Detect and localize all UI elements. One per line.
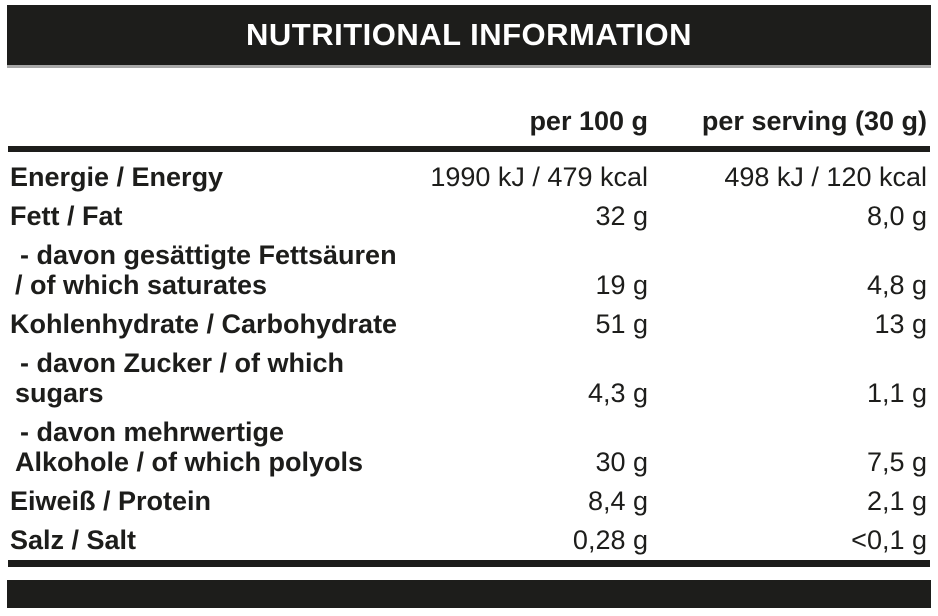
column-header-per-100g: per 100 g <box>529 106 648 136</box>
row-label: Energie / Energy <box>8 162 423 192</box>
row-value-per-100g: 30 g <box>595 447 648 477</box>
row-value-per-100g: 1990 kJ / 479 kcal <box>430 162 648 192</box>
footer-bar <box>7 580 931 608</box>
row-label: Eiweiß / Protein <box>8 486 423 516</box>
row-value-per-serving: 1,1 g <box>866 378 927 408</box>
row-value-per-100g: 8,4 g <box>587 486 648 516</box>
row-value-per-100g: 51 g <box>595 309 648 339</box>
nutrition-table: per 100 g per serving (30 g) Energie / E… <box>8 106 930 567</box>
row-label: - davon Zucker / of which sugars <box>8 348 423 408</box>
row-label: - davon gesättigte Fettsäuren / of which … <box>8 240 423 300</box>
column-header-per-serving: per serving (30 g) <box>701 106 927 136</box>
row-label: Salz / Salt <box>8 525 423 555</box>
row-label-line: Kohlenhydrate / Carbohydrate <box>10 309 398 339</box>
row-label-line: Salz / Salt <box>10 525 137 555</box>
title-bar: NUTRITIONAL INFORMATION <box>7 5 931 68</box>
page-title: NUTRITIONAL INFORMATION <box>245 17 693 52</box>
row-label: - davon mehrwertige Alkohole / of which p… <box>8 417 423 477</box>
row-value-per-serving: 4,8 g <box>866 270 927 300</box>
row-value-per-100g: 0,28 g <box>572 525 648 555</box>
table-body: Energie / Energy 1990 kJ / 479 kcal 498 … <box>8 152 930 555</box>
row-value-per-100g: 19 g <box>595 270 648 300</box>
row-value-per-serving: 13 g <box>874 309 927 339</box>
table-row: - davon Zucker / of which sugars 4,3 g 1,… <box>8 339 930 408</box>
table-row: Kohlenhydrate / Carbohydrate 51 g 13 g <box>8 300 930 339</box>
bottom-rule <box>8 560 930 567</box>
table-row: Energie / Energy 1990 kJ / 479 kcal 498 … <box>8 152 930 192</box>
table-row: - davon gesättigte Fettsäuren / of which … <box>8 231 930 300</box>
row-label-line: Alkohole / of which polyols <box>15 447 364 477</box>
row-value-per-100g: 4,3 g <box>587 378 648 408</box>
row-label-line: / of which saturates <box>15 270 268 300</box>
table-row: Eiweiß / Protein 8,4 g 2,1 g <box>8 477 930 516</box>
column-header-row: per 100 g per serving (30 g) <box>8 106 930 136</box>
row-value-per-serving: 2,1 g <box>866 486 927 516</box>
table-row: Fett / Fat 32 g 8,0 g <box>8 192 930 231</box>
row-label: Kohlenhydrate / Carbohydrate <box>8 309 423 339</box>
row-label: Fett / Fat <box>8 201 423 231</box>
row-label-line: - davon gesättigte Fettsäuren <box>20 240 397 270</box>
row-value-per-serving: 7,5 g <box>866 447 927 477</box>
table-row: Salz / Salt 0,28 g <0,1 g <box>8 516 930 555</box>
row-label-line: sugars <box>15 378 104 408</box>
row-label-line: Fett / Fat <box>10 201 123 231</box>
row-label-line: Eiweiß / Protein <box>10 486 212 516</box>
row-label-line: - davon mehrwertige <box>20 417 285 447</box>
row-value-per-serving: <0,1 g <box>851 525 927 555</box>
row-value-per-serving: 8,0 g <box>866 201 927 231</box>
row-value-per-serving: 498 kJ / 120 kcal <box>724 162 927 192</box>
row-value-per-100g: 32 g <box>595 201 648 231</box>
header-rule <box>8 146 930 152</box>
row-label-line: Energie / Energy <box>10 162 224 192</box>
table-row: - davon mehrwertige Alkohole / of which p… <box>8 408 930 477</box>
row-label-line: - davon Zucker / of which <box>20 348 345 378</box>
